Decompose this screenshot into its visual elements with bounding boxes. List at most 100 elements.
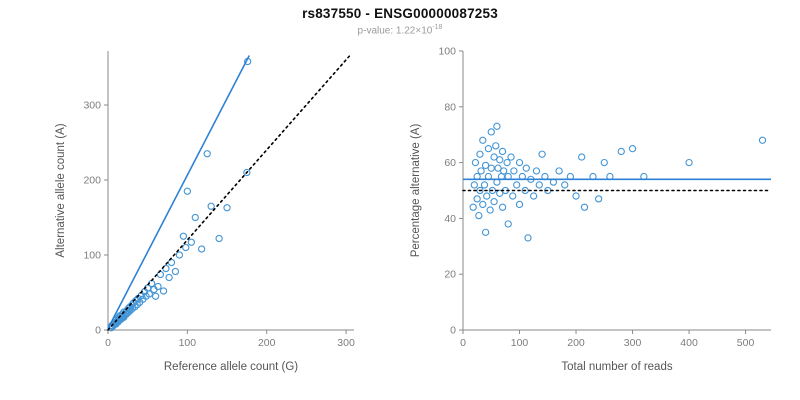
data-point [572,192,580,200]
data-point [494,164,502,172]
x-tick-label: 0 [460,337,466,349]
data-point [477,167,485,175]
y-tick-label: 80 [444,101,456,113]
data-point [600,158,608,167]
data-point [476,150,484,158]
fit-line [107,55,250,329]
data-point [628,145,637,153]
y-tick-label: 300 [83,100,101,112]
pvalue-text: p-value: 1.22×10 [357,25,433,37]
x-tick-label: 0 [105,337,111,349]
data-point [617,147,625,156]
percentage-alternative-scatter-plot: 0 100 200 300 400 500 0 20 40 60 80 100 Total number… [410,46,772,373]
data-point [498,147,507,156]
x-tick-label: 100 [511,337,529,349]
data-point [515,200,524,209]
data-point [503,158,511,167]
data-point [535,181,543,189]
data-point [500,167,508,175]
data-point [243,168,251,177]
x-tick-label: 300 [337,337,355,349]
data-point [509,192,517,200]
identity-line [107,55,351,331]
x-tick-label: 200 [258,337,276,349]
data-point [469,203,477,211]
y-tick-label: 100 [438,46,456,58]
data-point [471,158,480,167]
data-point [132,297,140,305]
y-tick-label: 0 [95,325,101,337]
x-tick-label: 300 [624,337,642,349]
data-point [171,267,180,276]
x-axis-label: Reference allele count (G) [164,361,298,373]
data-point [159,287,168,295]
data-point [191,213,199,222]
data-point [758,136,767,144]
data-point [580,203,589,211]
data-point [515,158,524,167]
data-point [522,164,530,172]
data-point [594,195,603,203]
y-tick-label: 60 [444,157,456,169]
data-point [167,258,176,267]
data-point [486,206,494,214]
data-point [555,167,563,175]
data-point [493,122,501,130]
data-point [476,186,484,195]
data-point [470,181,478,189]
data-point [481,228,490,236]
x-tick-label: 500 [737,337,755,349]
data-point [475,211,483,220]
data-point [487,164,495,172]
data-point [496,156,504,164]
data-point [524,234,532,242]
data-point [504,220,512,228]
data-point [685,158,693,167]
data-point [498,203,507,211]
data-point [510,167,518,175]
data-point [513,181,521,189]
data-point [223,204,231,212]
pvalue-exponent: -18 [432,24,443,31]
data-point [182,243,190,252]
x-tick-label: 400 [680,337,698,349]
data-point [175,251,184,259]
data-point [492,142,500,150]
data-point [507,153,515,161]
data-point [484,145,493,153]
y-axis-label: Percentage alternative (A) [410,124,422,258]
data-point [496,189,504,197]
data-point [479,136,487,144]
data-point [207,202,215,210]
y-axis-label: Alternative allele count (A) [55,123,67,257]
data-point [538,150,546,158]
data-point [203,150,211,158]
y-tick-label: 40 [444,213,456,225]
data-point [145,290,153,298]
data-point [151,292,160,300]
y-tick-label: 0 [450,325,456,337]
data-point [473,195,481,203]
figure-title: rs837550 - ENSG00000087253 [302,6,498,21]
data-point [165,273,173,282]
y-tick-label: 100 [83,250,101,262]
data-point [483,192,491,200]
allele-count-scatter-plot: 0 100 200 300 0 100 200 300 Reference allele cou… [55,51,355,373]
data-point [532,167,541,175]
y-tick-label: 20 [444,269,456,281]
data-point [487,128,495,136]
data-point [481,161,490,170]
pvalue-subtitle: p-value: 1.22×10-18 [0,24,800,36]
data-point [183,187,192,195]
data-point [561,181,569,189]
data-point [479,200,487,209]
data-point [179,232,188,240]
x-axis-label: Total number of reads [561,361,672,373]
data-point [529,192,538,200]
data-point [490,153,498,161]
data-point [197,245,206,253]
data-point [578,153,586,161]
y-tick-label: 200 [83,175,101,187]
data-point [215,234,223,243]
